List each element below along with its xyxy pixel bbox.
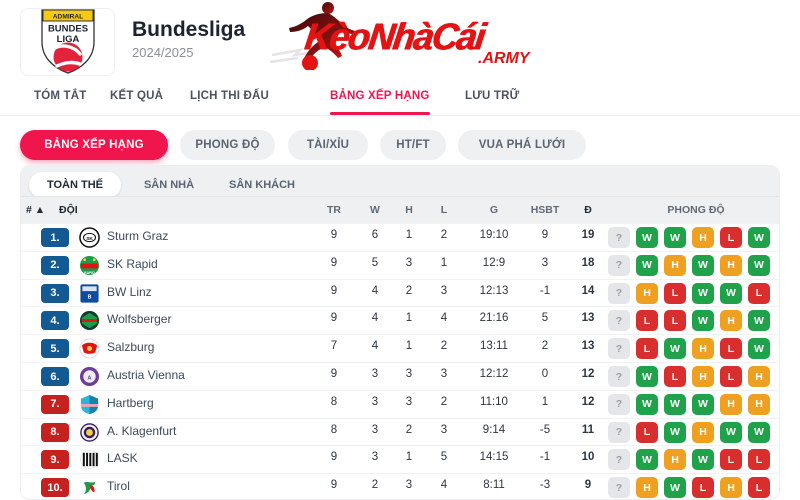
svg-text:ADMIRAL: ADMIRAL — [52, 14, 82, 21]
svg-text:SK: SK — [86, 236, 93, 242]
svg-text:B: B — [88, 294, 92, 300]
svg-text:RAPID: RAPID — [84, 271, 95, 275]
svg-text:A: A — [87, 375, 91, 381]
svg-text:BUNDES: BUNDES — [47, 24, 87, 35]
